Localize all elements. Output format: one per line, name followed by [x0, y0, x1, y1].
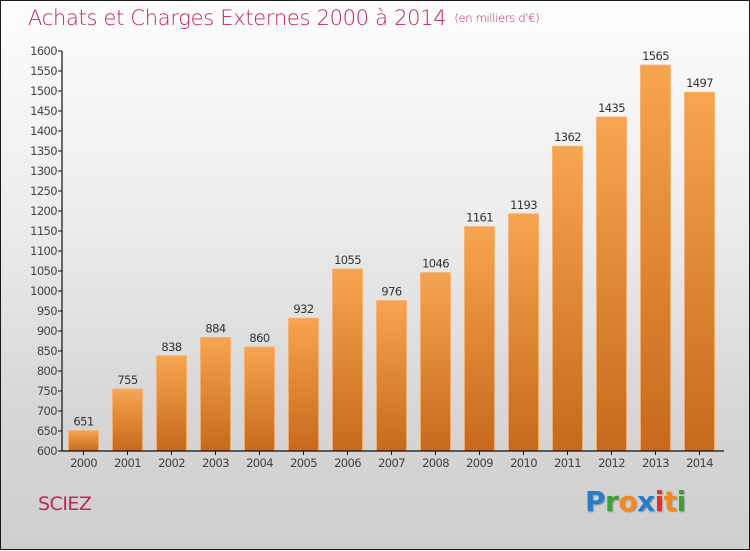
bar-2009: [464, 226, 495, 452]
bar-2006: [332, 268, 363, 452]
bar-2005: [288, 317, 319, 452]
x-tick-label: 2011: [554, 456, 581, 470]
bar-2000: [68, 430, 99, 452]
y-tick-label: 900: [37, 324, 57, 338]
x-tick-label: 2012: [598, 456, 625, 470]
chart-subtitle: (en milliers d'€): [454, 11, 540, 25]
y-tick-label: 750: [37, 384, 57, 398]
bar-2001: [112, 388, 143, 452]
chart-title: Achats et Charges Externes 2000 à 2014 (e…: [28, 6, 540, 30]
x-tick-label: 2009: [466, 456, 493, 470]
value-label-2004: 860: [249, 331, 269, 345]
y-tick-label: 1500: [30, 84, 57, 98]
y-tick-label: 800: [37, 364, 57, 378]
y-tick-label: 1600: [30, 44, 57, 58]
x-axis: 2000 2001 2002 2003 2004 2005 2006 2007 2008 2009…: [62, 450, 724, 470]
x-tick-label: 2004: [246, 456, 273, 470]
y-tick-label: 1300: [30, 164, 57, 178]
bar-2007: [376, 300, 407, 452]
value-label-2013: 1565: [642, 49, 669, 63]
value-label-2000: 651: [73, 415, 93, 429]
y-tick-label: 650: [37, 424, 57, 438]
y-tick-label: 1400: [30, 124, 57, 138]
bar-2013: [640, 64, 671, 452]
y-tick-label: 950: [37, 304, 57, 318]
value-label-2001: 755: [117, 373, 137, 387]
x-tick-label: 2003: [202, 456, 229, 470]
x-tick-label: 2014: [686, 456, 713, 470]
x-tick-label: 2005: [290, 456, 317, 470]
bar-2002: [156, 355, 187, 452]
x-tick-label: 2013: [642, 456, 669, 470]
logo-letter: i: [676, 485, 687, 518]
x-tick-label: 2007: [378, 456, 405, 470]
logo-letter: o: [618, 485, 638, 518]
y-tick-label: 700: [37, 404, 57, 418]
value-label-2009: 1161: [466, 211, 493, 225]
logo-letter: i: [654, 485, 665, 518]
x-tick-label: 2006: [334, 456, 361, 470]
y-tick-label: 850: [37, 344, 57, 358]
x-tick-label: 2002: [158, 456, 185, 470]
bar-2011: [552, 145, 583, 452]
value-label-2010: 1193: [510, 198, 537, 212]
proxiti-logo: Proxiti: [585, 485, 686, 518]
value-label-2003: 884: [205, 321, 225, 335]
bars: 651 755 838 884 860 932 1055 976 1046 1161 1193 136…: [68, 49, 715, 452]
value-label-2012: 1435: [598, 101, 625, 115]
y-tick-label: 1050: [30, 264, 57, 278]
bar-2014: [684, 91, 715, 452]
logo-letter: P: [585, 485, 606, 518]
value-label-2007: 976: [381, 285, 401, 299]
x-tick-label: 2000: [70, 456, 97, 470]
x-tick-label: 2001: [114, 456, 141, 470]
value-label-2006: 1055: [334, 253, 361, 267]
bar-2003: [200, 336, 231, 452]
x-tick-label: 2008: [422, 456, 449, 470]
y-axis: 600 650 700 750 800 850 900 950 1000 1050 1100 1150…: [30, 44, 63, 458]
y-tick-label: 600: [37, 444, 57, 458]
y-tick-label: 1550: [30, 64, 57, 78]
y-tick-label: 1200: [30, 204, 57, 218]
value-label-2008: 1046: [422, 257, 449, 271]
value-label-2002: 838: [161, 340, 181, 354]
bar-2010: [508, 213, 539, 452]
value-label-2014: 1497: [686, 76, 713, 90]
logo-letter: r: [605, 485, 619, 518]
y-tick-label: 1000: [30, 284, 57, 298]
logo-letter: x: [637, 485, 655, 518]
y-tick-label: 1150: [30, 224, 57, 238]
value-label-2011: 1362: [554, 130, 581, 144]
x-tick-label: 2010: [510, 456, 537, 470]
bar-2012: [596, 116, 627, 452]
chart-title-text: Achats et Charges Externes 2000 à 2014: [28, 6, 447, 30]
y-tick-label: 1100: [30, 244, 57, 258]
y-tick-label: 1250: [30, 184, 57, 198]
logo-letter: t: [663, 485, 677, 518]
y-tick-label: 1350: [30, 144, 57, 158]
bar-2008: [420, 272, 451, 452]
commune-name: SCIEZ: [38, 493, 92, 515]
value-label-2005: 932: [293, 302, 313, 316]
bar-2004: [244, 346, 275, 452]
y-tick-label: 1450: [30, 104, 57, 118]
